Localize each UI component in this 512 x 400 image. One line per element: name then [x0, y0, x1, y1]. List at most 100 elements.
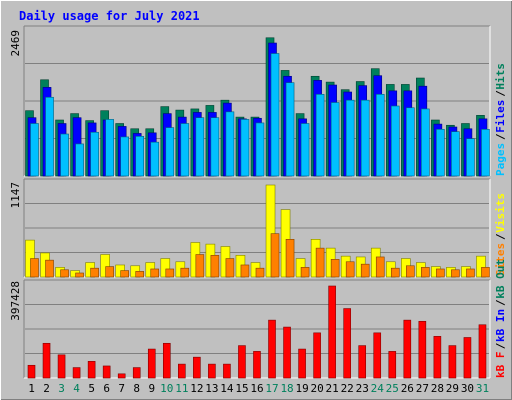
visits-sites-panel	[23, 178, 491, 278]
day-label-7: 7	[118, 382, 125, 395]
sites-bar-16	[255, 267, 265, 278]
sites-bar-8	[135, 271, 145, 278]
kb-bar-22	[343, 308, 351, 379]
kb-bar-5	[87, 361, 96, 379]
sites-bar-31	[481, 267, 490, 278]
day-label-3: 3	[58, 382, 65, 395]
kb-bar-19	[298, 348, 306, 379]
day-axis: 1 2 3 4 5 6 7 8 9 10 11 12 13 14 15 16 17 18 19 20 21 22 23 24 2…	[28, 382, 489, 395]
day-label-13: 13	[205, 382, 218, 395]
day-label-19: 19	[295, 382, 308, 395]
day-label-30: 30	[461, 382, 474, 395]
hits-legend: Pages/Files/Hits	[494, 63, 507, 176]
visits-ymax-label: 1147	[9, 182, 22, 209]
kb-bar-18	[283, 326, 291, 379]
day-label-23: 23	[356, 382, 369, 395]
legend-separator: /	[494, 90, 507, 97]
legend-kb-out: kB Out	[494, 259, 507, 299]
sites-bar-26	[406, 265, 415, 278]
sites-bar-30	[466, 268, 475, 278]
day-label-31: 31	[476, 382, 489, 395]
sites-bar-10	[165, 268, 175, 278]
pages-bar-5	[90, 131, 99, 177]
sites-bar-29	[451, 269, 460, 278]
kb-bar-16	[253, 351, 261, 379]
sites-bar-4	[75, 272, 84, 278]
pages-bar-1	[30, 123, 39, 177]
visits-legend: Sites /Visits	[494, 193, 507, 276]
day-label-24: 24	[371, 382, 385, 395]
sites-bar-23	[360, 263, 370, 278]
pages-bar-3	[60, 133, 69, 177]
sites-bar-14	[225, 258, 235, 278]
kb-bar-24	[373, 332, 382, 379]
pages-bar-18	[285, 82, 295, 177]
sites-bar-13	[210, 255, 220, 278]
pages-bar-8	[135, 136, 145, 177]
kb-bar-14	[223, 363, 231, 379]
day-label-18: 18	[280, 382, 293, 395]
legend-hits: Hits	[494, 63, 507, 90]
pages-bar-16	[255, 122, 265, 177]
kb-bar-8	[132, 367, 141, 379]
legend-separator: /	[494, 299, 507, 306]
day-label-17: 17	[265, 382, 278, 395]
day-label-28: 28	[431, 382, 444, 395]
day-label-21: 21	[326, 382, 339, 395]
legend-visits: Visits	[494, 193, 507, 233]
pages-bar-30	[466, 138, 475, 177]
sites-bar-2	[45, 259, 54, 278]
day-label-20: 20	[311, 382, 324, 395]
kb-bar-20	[313, 332, 321, 379]
sites-bar-11	[180, 267, 190, 278]
day-label-29: 29	[446, 382, 459, 395]
kb-bar-4	[72, 367, 81, 379]
kb-bar-3	[57, 354, 66, 379]
sites-bar-18	[285, 239, 295, 278]
kb-bar-27	[418, 320, 427, 379]
day-label-16: 16	[250, 382, 263, 395]
sites-bar-6	[105, 266, 114, 278]
pages-bar-23	[360, 99, 370, 177]
sites-bar-25	[390, 267, 400, 278]
sites-bar-19	[300, 267, 310, 278]
pages-bar-20	[315, 94, 325, 177]
legend-kb-f: kB F	[494, 352, 507, 379]
day-label-8: 8	[133, 382, 140, 395]
kb-bar-10	[162, 342, 171, 379]
sites-bar-9	[150, 268, 160, 278]
day-label-27: 27	[416, 382, 429, 395]
sites-bar-12	[195, 254, 205, 278]
legend-sites: Sites	[494, 243, 507, 276]
pages-bar-27	[421, 108, 430, 177]
day-label-25: 25	[386, 382, 399, 395]
chart-title: Daily usage for July 2021	[19, 9, 200, 23]
legend-separator: /	[494, 133, 507, 140]
kb-bar-29	[448, 345, 457, 379]
kb-bar-21	[328, 285, 336, 379]
visits-bar-10	[160, 258, 171, 278]
visits-bar-31	[476, 255, 486, 278]
sites-bar-15	[240, 264, 250, 278]
pages-bar-24	[375, 94, 385, 177]
kb-bar-7	[117, 373, 126, 379]
legend-pages: Pages	[494, 143, 507, 176]
kb-bar-17	[268, 319, 276, 379]
pages-bar-14	[225, 111, 235, 177]
day-label-6: 6	[103, 382, 110, 395]
pages-bar-9	[150, 141, 160, 177]
day-label-5: 5	[88, 382, 95, 395]
sites-bar-22	[345, 261, 355, 278]
kb-bar-9	[147, 348, 156, 379]
pages-bar-2	[45, 96, 54, 177]
pages-bar-31	[481, 129, 490, 177]
kb-bar-31	[478, 324, 487, 379]
sites-bar-27	[421, 267, 430, 278]
pages-bar-25	[390, 105, 400, 177]
legend-separator: /	[494, 342, 507, 349]
kb-bar-15	[238, 345, 246, 379]
day-label-26: 26	[401, 382, 414, 395]
day-label-14: 14	[220, 382, 234, 395]
day-label-10: 10	[160, 382, 173, 395]
day-label-4: 4	[73, 382, 80, 395]
